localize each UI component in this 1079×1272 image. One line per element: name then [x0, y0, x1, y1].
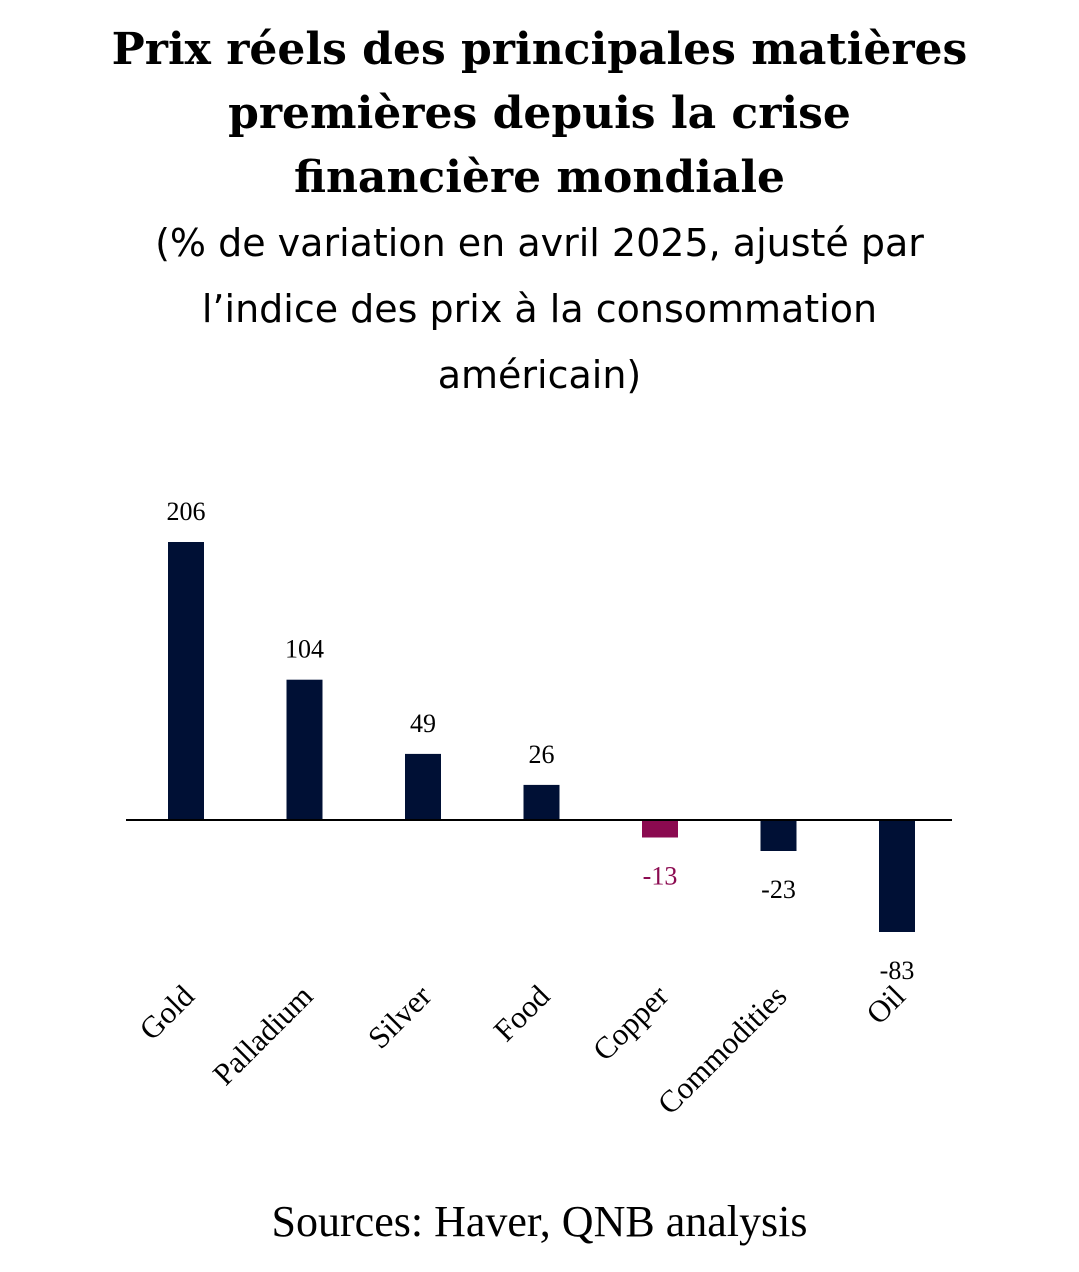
category-labels-layer: Gold Palladium Silver Food CopperCommodities…	[132, 978, 912, 1121]
category-label-oil: Oil	[859, 978, 912, 1031]
bar-gold	[168, 542, 204, 820]
bars-layer	[168, 542, 915, 932]
category-label-palladium: Palladium	[206, 978, 320, 1092]
value-label-food: 26	[529, 740, 555, 769]
bar-palladium	[286, 679, 323, 820]
bar-food	[523, 784, 560, 820]
value-label-gold: 206	[167, 497, 206, 526]
category-label-copper: Copper	[586, 978, 676, 1068]
value-label-copper: -13	[643, 862, 678, 891]
source-note: Sources: Haver, QNB analysis	[271, 1197, 808, 1246]
chart-title: Prix réels des principales matières prem…	[111, 24, 968, 203]
bar-oil	[879, 820, 915, 932]
bar-chart: 206 104 49 26 -13 -23 -83 Gold Palladium Silver F…	[126, 497, 952, 1121]
value-label-silver: 49	[410, 709, 436, 738]
bar-silver	[405, 753, 441, 820]
chart-header: Prix réels des principales matières prem…	[0, 18, 1079, 408]
category-label-gold: Gold	[132, 978, 201, 1047]
category-label-commodities: Commodities	[651, 978, 794, 1121]
category-label-silver: Silver	[361, 978, 439, 1056]
value-label-palladium: 104	[285, 635, 324, 664]
chart-subtitle: (% de variation en avril 2025, ajusté pa…	[155, 221, 924, 397]
value-label-oil: -83	[880, 956, 915, 985]
category-label-food: Food	[487, 978, 557, 1048]
bar-commodities	[760, 820, 797, 851]
value-label-commodities: -23	[761, 875, 796, 904]
bar-copper	[642, 820, 678, 838]
value-labels-layer: 206 104 49 26 -13 -23 -83	[167, 497, 915, 985]
